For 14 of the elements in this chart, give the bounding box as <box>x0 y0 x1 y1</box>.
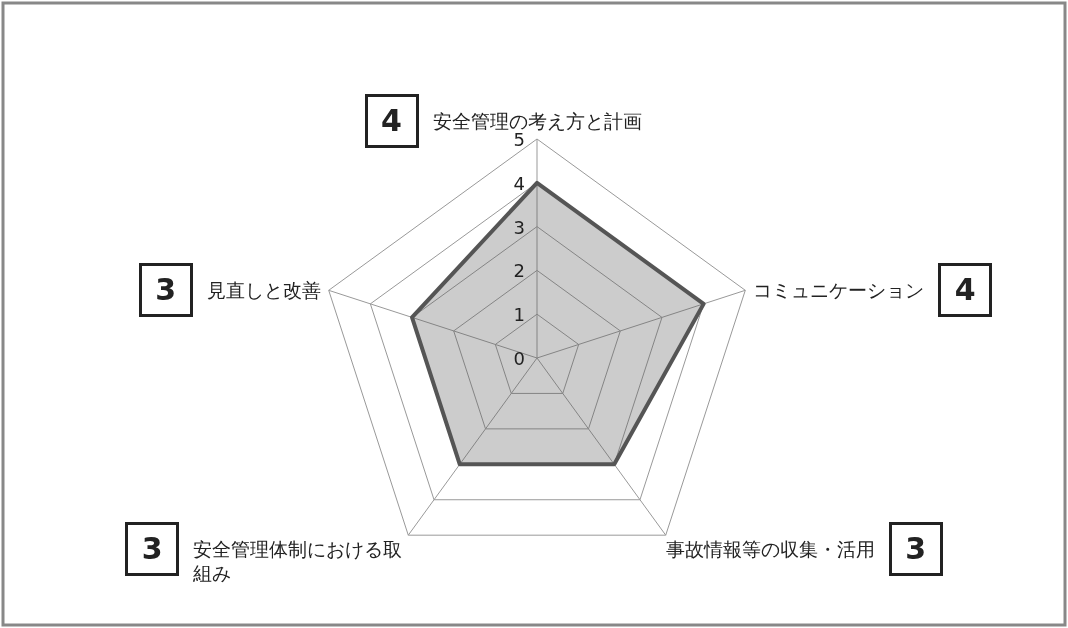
spoke-label: コミュニケーション <box>753 278 925 303</box>
y-tick-label: 0 <box>513 348 525 369</box>
spoke-label: 安全管理体制における取組み <box>193 537 404 586</box>
text: 3 <box>138 263 193 318</box>
text: 3 <box>125 522 180 577</box>
text: 4 <box>364 94 419 148</box>
y-tick-label: 2 <box>513 260 525 282</box>
text: 4 <box>938 263 993 318</box>
y-tick-label: 1 <box>513 304 525 326</box>
spoke-label: 見直しと改善 <box>206 278 321 303</box>
text: 3 <box>888 522 943 577</box>
spoke-label: 事故情報等の収集・活用 <box>665 537 875 562</box>
y-tick-label: 3 <box>513 216 525 238</box>
y-tick-label: 4 <box>513 172 525 194</box>
